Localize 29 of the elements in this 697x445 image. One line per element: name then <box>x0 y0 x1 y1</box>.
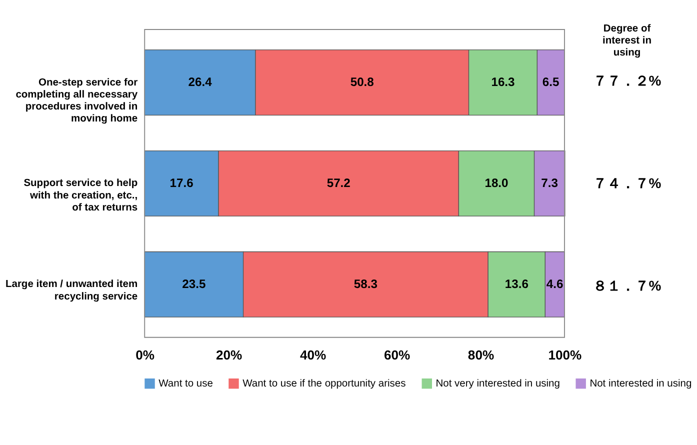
x-tick-label: 0% <box>136 347 155 362</box>
text: ８１．７% <box>592 278 662 294</box>
data-label: 4.6 <box>546 277 564 292</box>
y-tick-label: One-step service for completing all necessary procedures involved in moving home <box>16 77 138 125</box>
data-label: 13.6 <box>504 277 529 292</box>
legend-label: Not interested in using <box>590 378 692 390</box>
x-tick-label: 80% <box>468 347 494 362</box>
data-label: 18.0 <box>484 176 509 190</box>
data-label: 23.5 <box>182 277 206 292</box>
y-tick-label: Large item / unwanted item recycling service <box>5 279 138 302</box>
text: ７７．２% <box>592 72 662 88</box>
legend-label: Not very interested in using <box>436 378 560 390</box>
data-label: 26.4 <box>188 75 212 90</box>
data-label: 6.5 <box>542 75 560 90</box>
x-tick-label: 100% <box>548 347 582 362</box>
y-tick-label: Support service to help with the creation, etc., of tax returns <box>24 178 138 214</box>
x-tick-label: 60% <box>384 347 410 362</box>
data-label: 50.8 <box>350 75 374 90</box>
x-tick-label: 40% <box>300 347 326 362</box>
text: Degree of interest in using <box>602 23 652 59</box>
legend-label: Want to use if the opportunity arises <box>242 378 406 390</box>
legend-label: Want to use <box>158 378 214 390</box>
data-label: 17.6 <box>170 176 194 190</box>
data-label: 58.3 <box>354 277 378 292</box>
data-label: 57.2 <box>326 176 351 190</box>
data-label: 16.3 <box>491 75 516 90</box>
data-label: 7.3 <box>541 176 558 190</box>
x-tick-label: 20% <box>216 347 243 362</box>
text: ７４．７% <box>592 175 662 192</box>
